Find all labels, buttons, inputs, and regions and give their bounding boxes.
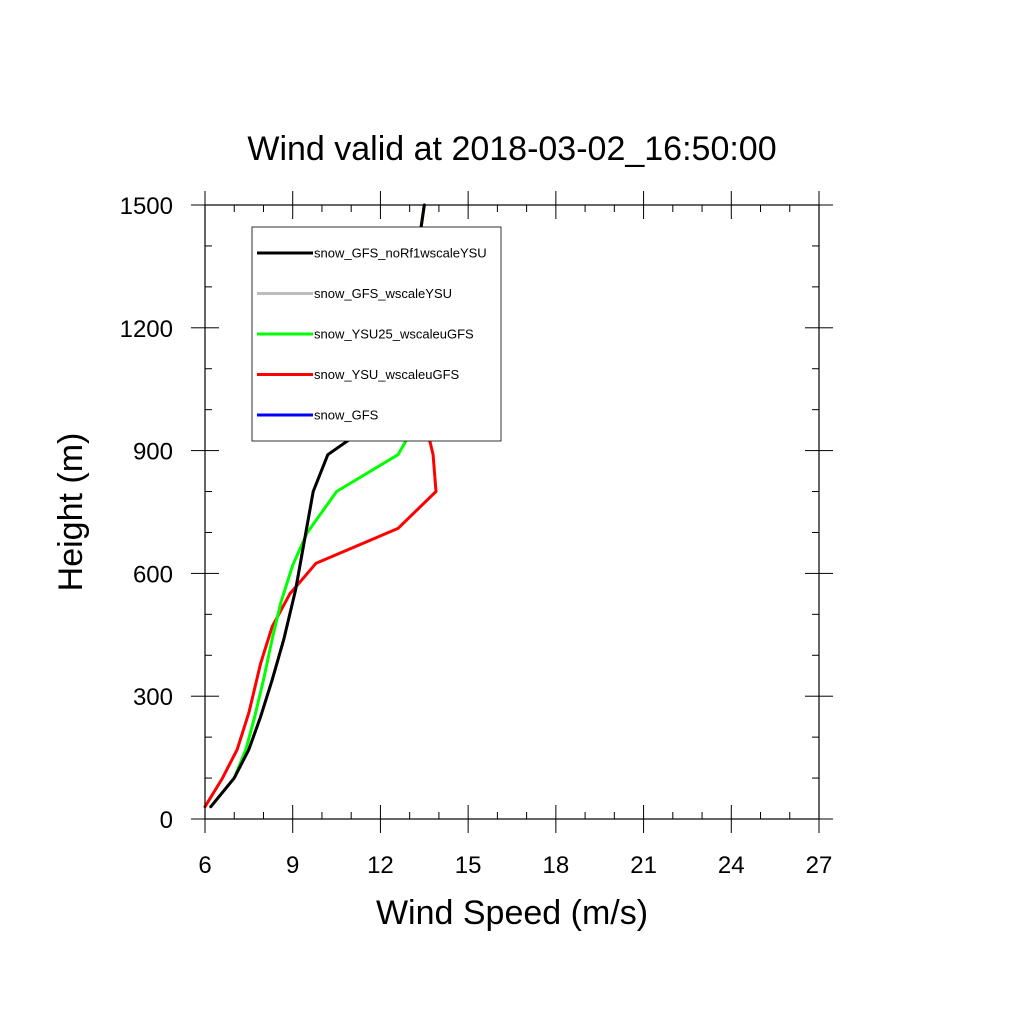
legend-label: snow_GFS_wscaleYSU [314, 286, 452, 301]
x-tick-label: 18 [543, 852, 570, 879]
chart-title: Wind valid at 2018-03-02_16:50:00 [247, 130, 776, 168]
x-tick-label: 24 [718, 852, 745, 879]
y-tick-label: 900 [133, 439, 173, 466]
x-tick-label: 12 [367, 852, 394, 879]
x-tick-label: 27 [806, 852, 833, 879]
legend-label: snow_GFS_noRf1wscaleYSU [314, 246, 487, 261]
x-tick-label: 9 [286, 852, 299, 879]
legend-label: snow_YSU25_wscaleuGFS [314, 327, 474, 342]
x-tick-label: 21 [630, 852, 657, 879]
x-tick-label: 6 [198, 852, 211, 879]
y-tick-label: 300 [133, 684, 173, 711]
y-axis-ticks: 0 300 600 900 1200 1500 [120, 193, 833, 834]
y-tick-label: 1200 [120, 316, 173, 343]
x-axis-label: Wind Speed (m/s) [376, 894, 648, 932]
legend-label: snow_YSU_wscaleuGFS [314, 367, 460, 382]
y-tick-label: 600 [133, 561, 173, 588]
legend-label: snow_GFS [314, 408, 379, 423]
y-tick-label: 1500 [120, 193, 173, 220]
x-tick-label: 15 [455, 852, 482, 879]
plot-frame [204, 204, 820, 820]
x-axis-ticks: 6 9 12 15 18 21 24 27 [198, 191, 832, 879]
legend: snow_GFS_noRf1wscaleYSU snow_GFS_wscaleYS… [251, 226, 502, 442]
y-tick-label: 0 [160, 807, 173, 834]
y-axis-label: Height (m) [52, 433, 90, 592]
